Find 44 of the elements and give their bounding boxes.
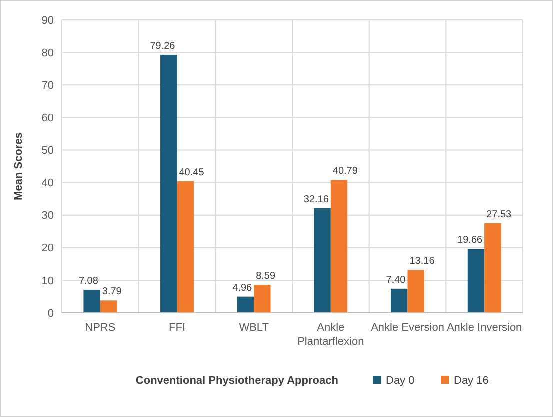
data-label: 79.26 [150,40,176,52]
x-tick-label: Ankle Eversion [371,322,444,334]
y-tick-label: 0 [48,308,54,320]
bar [330,180,348,313]
y-tick-label: 30 [42,210,54,222]
y-axis-title: Mean Scores [13,132,25,200]
bar [177,181,194,313]
bar [100,300,118,313]
bar [391,288,408,313]
x-tick-label: Ankle Inversion [446,322,522,334]
y-tick-label: 50 [42,145,54,158]
bar [468,248,485,313]
bar [484,223,502,313]
data-label: 27.53 [486,209,512,220]
legend-label: Day 16 [454,374,489,387]
x-tick-label: FFI [169,322,186,334]
data-label: 13.16 [410,256,436,268]
y-tick-label: 10 [42,275,54,288]
data-label: 3.79 [102,286,122,298]
data-label: 32.16 [304,194,330,206]
y-tick-label: 90 [42,14,54,27]
data-label: 4.96 [232,282,253,294]
y-tick-label: 80 [42,47,54,60]
y-tick-label: 60 [42,112,54,125]
x-tick-label: Ankle Plantarflexion [298,322,364,348]
bar [237,296,254,313]
data-label: 19.66 [458,234,484,246]
bar [160,54,178,313]
data-label: 7.40 [386,274,406,286]
legend-label: Day 0 [386,374,415,387]
x-tick-label: WBLT [239,322,270,334]
x-axis-title: Conventional Physiotherapy Approach [136,375,339,387]
y-tick-label: 20 [42,242,54,255]
data-label: 8.59 [256,271,276,282]
data-label: 40.45 [179,167,205,178]
bar [314,208,331,313]
y-tick-label: 70 [42,80,54,92]
bar [408,270,424,313]
x-tick-label: NPRS [85,322,116,334]
data-label: 7.08 [78,276,99,287]
y-tick-label: 40 [42,178,54,190]
bar [84,290,100,313]
bar [254,285,271,313]
data-label: 40.79 [332,166,358,178]
